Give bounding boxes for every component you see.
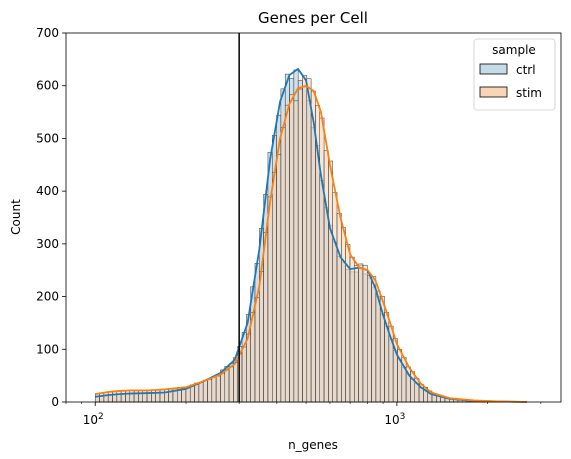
bar-stim <box>336 213 342 403</box>
bar-stim <box>215 375 221 403</box>
bar-stim <box>202 379 208 403</box>
bar-stim <box>211 376 217 403</box>
bar-stim <box>367 275 372 403</box>
bar-stim <box>280 127 286 403</box>
y-tick-label: 500 <box>36 131 59 145</box>
plot-frame <box>65 32 562 403</box>
bar-stim <box>259 271 264 403</box>
bar-stim <box>310 90 316 403</box>
bar-stim <box>371 276 377 403</box>
bar-stim <box>349 256 355 403</box>
bar-stim <box>358 263 364 403</box>
bar-stim <box>319 117 325 403</box>
y-tick-label: 300 <box>36 237 59 251</box>
bar-stim <box>198 382 204 403</box>
bar-stim <box>116 390 122 403</box>
bar-stim <box>354 265 359 403</box>
legend: sample ctrl stim <box>473 38 556 111</box>
bar-stim <box>302 75 308 403</box>
bar-stim <box>103 392 109 403</box>
legend-patch-stim <box>479 86 508 98</box>
bar-stim <box>323 150 329 403</box>
bar-stim <box>220 373 226 403</box>
x-axis-label: n_genes <box>288 438 338 452</box>
y-tick-label: 100 <box>36 342 59 356</box>
bar-stim <box>306 78 312 403</box>
y-axis: 0 100 200 300 400 500 600 700 <box>36 26 66 409</box>
bar-stim <box>224 369 230 403</box>
bar-stim <box>341 227 346 403</box>
x-tick-label: 102 <box>83 412 104 427</box>
bar-stim <box>228 366 234 403</box>
bar-stim <box>142 390 148 403</box>
bar-stim <box>284 104 290 403</box>
bar-stim <box>272 171 277 403</box>
bar-stim <box>246 333 251 403</box>
bar-stim <box>120 390 126 403</box>
bar-stim <box>125 390 131 403</box>
bar-stim <box>233 362 238 403</box>
bar-stim <box>107 391 113 403</box>
bar-stim <box>362 264 368 403</box>
kde-line-ctrl <box>95 67 528 403</box>
bar-stim <box>241 346 247 403</box>
bar-stim <box>159 389 165 403</box>
bar-stim <box>328 160 333 403</box>
x-tick-label: 103 <box>384 412 405 427</box>
y-tick-label: 700 <box>36 26 59 40</box>
y-tick-label: 200 <box>36 290 59 304</box>
x-axis: 102 103 <box>65 402 542 427</box>
legend-label-stim: stim <box>516 86 542 100</box>
bar-stim <box>207 379 213 403</box>
histogram-bars <box>94 69 528 403</box>
bar-stim <box>267 196 273 403</box>
y-tick-label: 400 <box>36 184 59 198</box>
bar-stim <box>151 389 156 403</box>
y-tick-label: 0 <box>51 395 59 409</box>
bar-stim <box>129 390 135 403</box>
legend-title: sample <box>492 43 536 57</box>
bar-stim <box>194 382 200 403</box>
legend-label-ctrl: ctrl <box>516 63 536 77</box>
legend-patch-ctrl <box>479 63 508 75</box>
kde-line-stim <box>95 84 528 403</box>
bar-stim <box>155 389 161 403</box>
bar-stim <box>332 192 338 403</box>
bar-stim <box>297 88 303 403</box>
bar-stim <box>263 232 269 403</box>
bar-stim <box>254 297 260 403</box>
y-tick-label: 600 <box>36 79 59 93</box>
y-axis-label: Count <box>9 199 23 235</box>
kde-curves <box>95 67 528 403</box>
bar-stim <box>99 392 105 403</box>
bar-stim <box>293 100 299 403</box>
bar-stim <box>112 390 118 403</box>
bar-stim <box>138 390 143 403</box>
bar-stim <box>375 290 381 403</box>
chart-title: Genes per Cell <box>258 9 368 27</box>
bar-stim <box>289 94 295 403</box>
bar-stim <box>276 154 282 403</box>
